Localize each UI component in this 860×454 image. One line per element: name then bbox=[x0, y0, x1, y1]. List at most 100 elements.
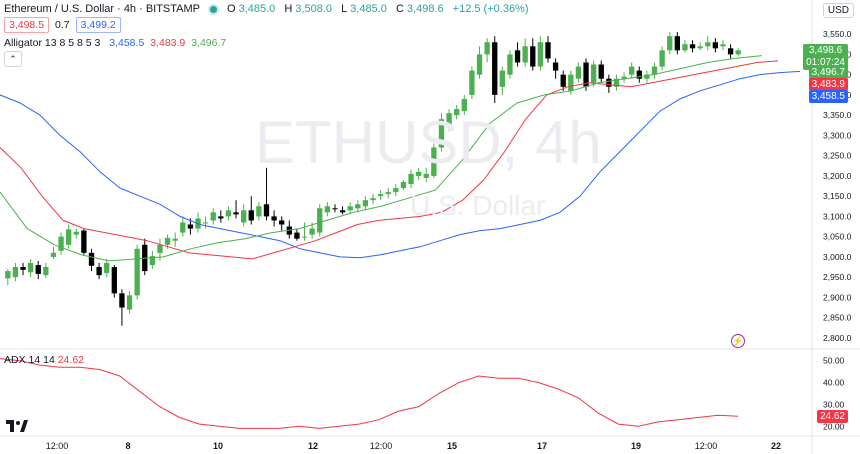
alligator-teeth-line bbox=[0, 60, 779, 260]
y-tick-label: 3,150.0 bbox=[823, 191, 852, 201]
market-open-icon bbox=[210, 5, 218, 13]
candle-body bbox=[461, 98, 467, 112]
currency-selector[interactable]: USD bbox=[822, 3, 854, 18]
candle-body bbox=[35, 265, 41, 274]
candle-body bbox=[469, 70, 475, 95]
candle-body bbox=[590, 64, 597, 83]
adx-label: ADX 14 14 bbox=[4, 354, 55, 366]
jaw-price-tag: 3,458.5 bbox=[808, 90, 848, 103]
candle-body bbox=[545, 42, 551, 59]
adx-legend[interactable]: ADX 14 14 24.62 bbox=[4, 354, 84, 366]
candle-body bbox=[58, 236, 64, 251]
sell-button[interactable]: 3,498.5 bbox=[4, 17, 50, 33]
candle-body bbox=[446, 113, 452, 128]
adx-line bbox=[0, 358, 739, 429]
candle-body bbox=[88, 252, 95, 266]
lips-price-tag: 3,496.7 bbox=[808, 66, 848, 79]
chevron-up-icon: ⌃ bbox=[9, 53, 17, 64]
close-value: 3,498.6 bbox=[406, 3, 444, 15]
candle-body bbox=[119, 293, 125, 308]
alligator-jaw-value: 3,458.5 bbox=[109, 37, 145, 49]
y-tick-label: 3,050.0 bbox=[823, 232, 852, 242]
adx-tick-label: 20.00 bbox=[823, 421, 845, 431]
candle-body bbox=[499, 70, 506, 87]
candle-body bbox=[697, 46, 703, 49]
candle-body bbox=[667, 36, 673, 51]
candle-body bbox=[355, 204, 361, 209]
x-tick-label: 19 bbox=[631, 441, 641, 451]
x-tick-label: 12:00 bbox=[695, 441, 718, 451]
candle-body bbox=[682, 44, 688, 51]
trade-row: 3,498.5 0.7 3,499.2 bbox=[4, 17, 121, 33]
candle-body bbox=[111, 267, 117, 294]
tradingview-logo-shape bbox=[6, 420, 28, 432]
candle-body bbox=[606, 78, 612, 87]
candle-body bbox=[651, 66, 658, 75]
y-tick-label: 2,900.0 bbox=[823, 292, 852, 302]
candle-body bbox=[598, 64, 604, 79]
symbol-title[interactable]: Ethereum / U.S. Dollar · 4h · BITSTAMP bbox=[4, 3, 201, 15]
y-tick-label: 2,850.0 bbox=[823, 313, 852, 323]
candle-body bbox=[408, 173, 414, 184]
candle-body bbox=[172, 238, 178, 241]
alligator-legend[interactable]: Alligator 13 8 5 8 5 3 3,458.5 3,483.9 3… bbox=[4, 37, 226, 49]
candle-body bbox=[66, 229, 72, 245]
adx-tick-label: 50.00 bbox=[823, 356, 845, 366]
candle-body bbox=[324, 206, 331, 213]
candle-body bbox=[431, 147, 437, 176]
candle-body bbox=[423, 173, 429, 178]
close-price-tag: 3,498.6 01:07:24 bbox=[803, 44, 848, 70]
candle-body bbox=[309, 228, 315, 235]
watermark-currency: U.S. Dollar bbox=[410, 190, 546, 221]
candle-body bbox=[575, 66, 582, 79]
buy-button[interactable]: 3,499.2 bbox=[75, 17, 121, 33]
adx-price-tag: 24.62 bbox=[816, 410, 848, 423]
alligator-lips-line bbox=[0, 55, 763, 262]
teeth-price-tag: 3,483.9 bbox=[808, 78, 848, 91]
candle-body bbox=[522, 46, 528, 63]
candle-body bbox=[96, 267, 102, 276]
y-tick-label: 3,300.0 bbox=[823, 130, 852, 140]
candle-body bbox=[583, 62, 589, 87]
alligator-teeth-value: 3,483.9 bbox=[150, 37, 186, 49]
candle-body bbox=[720, 44, 726, 47]
y-tick-label: 3,000.0 bbox=[823, 252, 852, 262]
candle-body bbox=[476, 54, 483, 75]
candle-body bbox=[339, 210, 346, 213]
candle-body bbox=[157, 244, 163, 253]
open-value: 3,485.0 bbox=[238, 3, 276, 15]
candle-body bbox=[560, 74, 566, 87]
candle-body bbox=[393, 188, 399, 193]
watermark-symbol: ETHUSD, 4h bbox=[255, 109, 602, 176]
lightning-icon[interactable]: ⚡ bbox=[731, 334, 745, 348]
candle-body bbox=[187, 224, 194, 229]
candle-body bbox=[735, 50, 741, 55]
tradingview-logo-icon[interactable] bbox=[6, 420, 28, 435]
candle-body bbox=[629, 66, 635, 75]
candle-body bbox=[73, 231, 79, 235]
candle-body bbox=[385, 192, 391, 195]
x-tick-label: 12:00 bbox=[370, 441, 393, 451]
candle-body bbox=[233, 212, 239, 215]
candle-body bbox=[362, 200, 369, 207]
candle-body bbox=[727, 48, 734, 55]
high-value: 3,508.0 bbox=[295, 3, 332, 15]
candle-body bbox=[43, 267, 49, 276]
candle-body bbox=[134, 248, 140, 296]
y-tick-label: 3,100.0 bbox=[823, 211, 852, 221]
candle-body bbox=[530, 46, 536, 67]
y-tick-label: 2,950.0 bbox=[823, 272, 852, 282]
ohlc-values: O 3,485.0 H 3,508.0 L 3,485.0 C 3,498.6 +12.… bbox=[227, 3, 529, 15]
candle-body bbox=[210, 212, 216, 221]
candle-body bbox=[27, 262, 34, 273]
candle-body bbox=[256, 206, 262, 217]
candle-body bbox=[568, 74, 574, 91]
candle-body bbox=[492, 42, 498, 95]
collapse-legend-button[interactable]: ⌃ bbox=[4, 51, 22, 67]
candle-body bbox=[689, 44, 696, 49]
candle-body bbox=[164, 237, 171, 245]
y-tick-label: 2,800.0 bbox=[823, 333, 852, 343]
alligator-lips-value: 3,496.7 bbox=[191, 37, 227, 49]
candle-body bbox=[659, 50, 665, 67]
